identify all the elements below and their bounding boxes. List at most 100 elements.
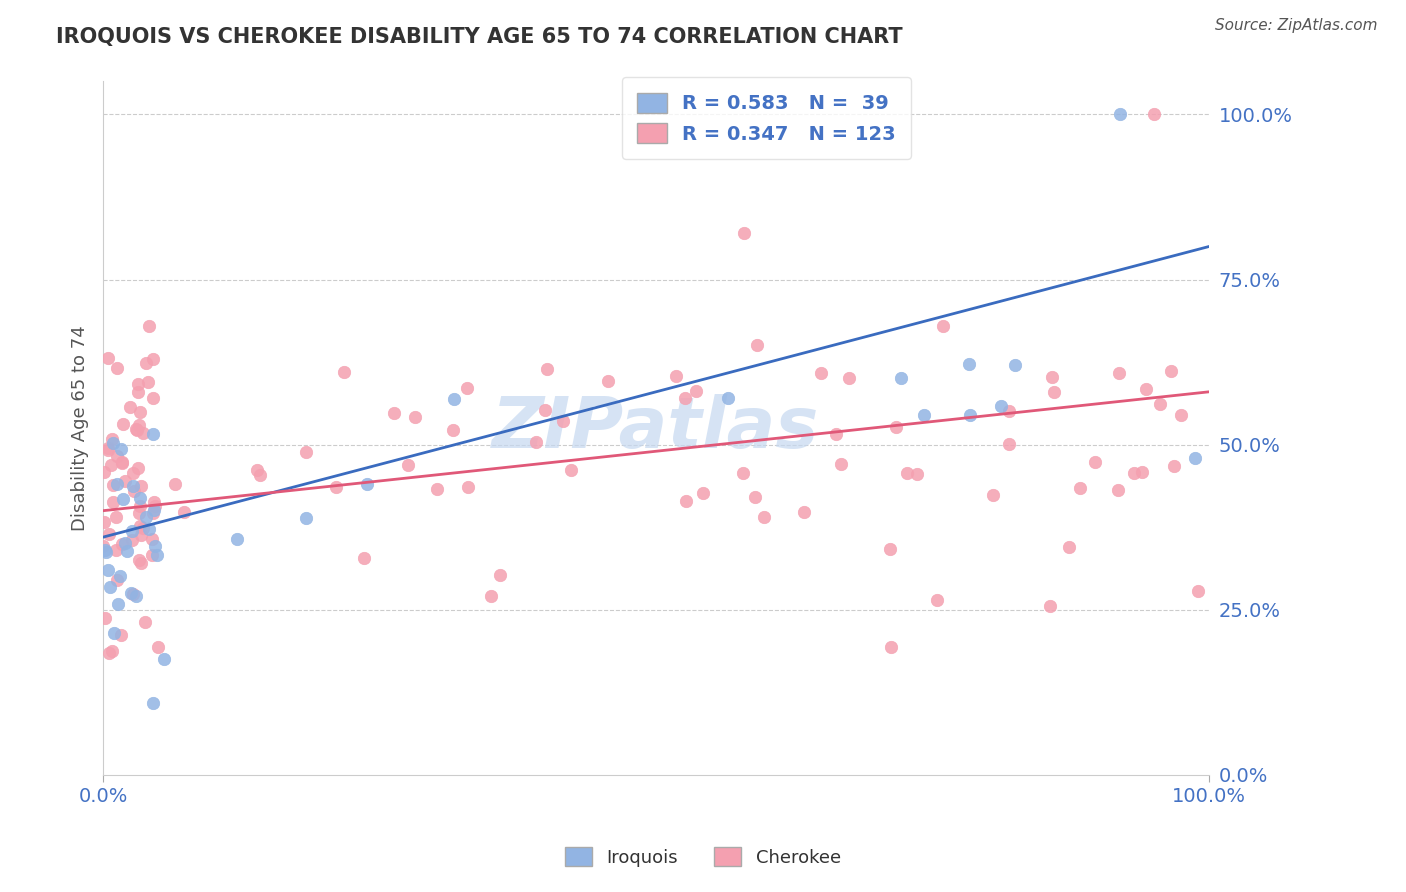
Point (128, 491, 150, 505)
Point (121, 466, 143, 480)
Point (886, 420, 908, 434)
Point (754, 509, 776, 524)
Point (129, 528, 152, 542)
Point (396, 458, 419, 473)
Point (105, 510, 128, 524)
Point (249, 467, 271, 482)
Point (1122, 466, 1144, 480)
Y-axis label: Disability Age 65 to 74: Disability Age 65 to 74 (72, 326, 89, 531)
Point (925, 593, 948, 607)
Point (101, 433, 124, 447)
Point (103, 625, 125, 640)
Point (1184, 451, 1206, 466)
Point (1135, 382, 1157, 396)
Point (404, 409, 426, 424)
Point (128, 519, 150, 533)
Point (103, 478, 125, 492)
Point (142, 506, 165, 520)
Point (1142, 107, 1164, 121)
Point (141, 533, 163, 547)
Point (890, 371, 912, 385)
Point (121, 524, 143, 538)
Point (97, 563, 120, 577)
Text: IROQUOIS VS CHEROKEE DISABILITY AGE 65 TO 74 CORRELATION CHART: IROQUOIS VS CHEROKEE DISABILITY AGE 65 T… (56, 27, 903, 46)
Point (98, 526, 121, 541)
Point (1057, 540, 1080, 554)
Point (1069, 481, 1091, 495)
Point (94, 545, 117, 559)
Point (146, 640, 169, 655)
Point (1004, 358, 1026, 372)
Point (810, 366, 832, 380)
Point (1187, 584, 1209, 599)
Point (685, 384, 707, 398)
Point (560, 463, 582, 477)
Point (997, 404, 1019, 418)
Point (132, 521, 155, 535)
Point (536, 362, 558, 376)
Point (97, 646, 120, 660)
Point (524, 434, 547, 449)
Point (173, 505, 195, 519)
Point (111, 455, 134, 469)
Text: ZIPatlas: ZIPatlas (492, 393, 820, 463)
Point (441, 423, 464, 437)
Point (134, 615, 156, 629)
Point (1108, 367, 1130, 381)
Point (111, 456, 134, 470)
Point (107, 477, 129, 491)
Legend: Iroquois, Cherokee: Iroquois, Cherokee (558, 840, 848, 874)
Point (879, 542, 901, 557)
Point (135, 509, 157, 524)
Point (665, 369, 688, 384)
Point (479, 589, 502, 603)
Point (163, 476, 186, 491)
Point (533, 402, 555, 417)
Point (1039, 599, 1062, 614)
Point (110, 569, 132, 583)
Point (896, 467, 918, 481)
Point (489, 568, 512, 582)
Point (295, 511, 318, 525)
Point (125, 423, 148, 437)
Point (717, 392, 740, 406)
Point (981, 488, 1004, 502)
Point (101, 495, 124, 509)
Point (598, 374, 620, 388)
Point (1084, 455, 1107, 469)
Point (127, 376, 149, 391)
Point (128, 552, 150, 566)
Point (1043, 384, 1066, 399)
Point (103, 436, 125, 450)
Point (1042, 369, 1064, 384)
Point (957, 357, 980, 371)
Point (131, 556, 153, 570)
Point (128, 506, 150, 520)
Point (132, 425, 155, 440)
Point (931, 319, 953, 334)
Point (673, 391, 696, 405)
Point (793, 504, 815, 518)
Point (94, 542, 117, 557)
Point (128, 418, 150, 433)
Point (97, 351, 120, 365)
Point (125, 589, 148, 603)
Point (138, 318, 160, 333)
Point (733, 227, 755, 241)
Point (143, 539, 166, 553)
Point (128, 405, 150, 419)
Point (143, 500, 166, 514)
Point (105, 361, 128, 376)
Point (111, 492, 134, 507)
Point (121, 533, 143, 547)
Legend: R = 0.583   N =  39, R = 0.347   N = 123: R = 0.583 N = 39, R = 0.347 N = 123 (621, 78, 911, 159)
Point (125, 422, 148, 436)
Point (825, 427, 848, 442)
Point (105, 573, 128, 587)
Point (747, 338, 769, 352)
Point (153, 652, 176, 666)
Point (94, 611, 117, 625)
Point (294, 445, 316, 459)
Point (1160, 364, 1182, 378)
Point (744, 490, 766, 504)
